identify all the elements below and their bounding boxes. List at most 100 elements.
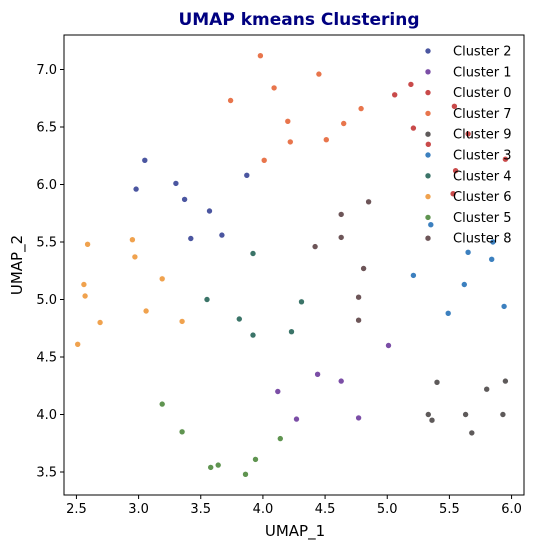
point-cluster-8-4 [355, 293, 362, 301]
point-cluster-8-1 [337, 211, 345, 218]
y-axis-label: UMAP_2 [8, 235, 27, 295]
x-axis-ticks: 2.5 3.0 3.5 4.0 4.5 5.0 5.5 6.0 [66, 495, 522, 517]
point-cluster-6-5 [129, 236, 136, 243]
data-points [74, 52, 509, 478]
point-cluster-2-1 [141, 157, 149, 164]
y-tick-label: 6.0 [36, 178, 57, 193]
plot-frame [63, 34, 525, 496]
legend-marker-cluster-7 [424, 110, 432, 117]
point-cluster-5-5 [252, 456, 259, 463]
x-tick-label: 4.5 [315, 502, 336, 517]
legend-marker-cluster-5 [424, 214, 432, 221]
point-cluster-6-1 [80, 281, 88, 288]
point-cluster-7-0 [227, 97, 234, 104]
point-cluster-1-2 [314, 370, 321, 378]
point-cluster-8-3 [355, 316, 362, 324]
point-cluster-7-2 [260, 157, 268, 164]
point-cluster-0-1 [407, 81, 415, 88]
point-cluster-7-1 [257, 52, 264, 60]
x-tick-label: 4.0 [253, 502, 274, 517]
point-cluster-0-0 [391, 91, 399, 99]
point-cluster-2-6 [218, 231, 226, 239]
point-cluster-9-5 [483, 385, 491, 393]
point-cluster-3-3 [460, 281, 468, 288]
y-tick-label: 5.0 [36, 293, 57, 308]
point-cluster-3-1 [427, 221, 435, 228]
point-cluster-4-0 [203, 296, 211, 303]
point-cluster-3-6 [489, 238, 497, 246]
x-tick-label: 5.0 [377, 502, 398, 517]
point-cluster-7-9 [357, 105, 365, 112]
legend-marker-cluster-9 [424, 130, 432, 138]
point-cluster-5-1 [178, 428, 186, 436]
chart-title: UMAP kmeans Clustering [178, 10, 419, 30]
point-cluster-0-7 [464, 130, 472, 138]
point-cluster-2-4 [187, 235, 195, 242]
point-cluster-8-5 [360, 265, 367, 272]
legend-label-cluster-2: Cluster 2 [453, 45, 512, 60]
legend-marker-cluster-3 [424, 151, 432, 159]
y-axis-ticks: 3.5 4.0 4.5 5.0 5.5 6.0 6.5 7.0 [36, 63, 64, 481]
legend-label-cluster-5: Cluster 5 [453, 211, 512, 226]
x-axis-label: UMAP_1 [265, 522, 325, 541]
point-cluster-1-0 [274, 388, 282, 395]
y-tick-label: 3.5 [36, 466, 57, 481]
point-cluster-0-5 [451, 103, 458, 110]
point-cluster-8-6 [365, 198, 372, 206]
point-cluster-6-4 [96, 319, 104, 326]
point-cluster-6-3 [84, 241, 91, 248]
point-cluster-6-7 [142, 307, 150, 315]
legend-label-cluster-3: Cluster 3 [453, 149, 512, 164]
point-cluster-5-6 [276, 435, 284, 442]
y-tick-label: 7.0 [36, 63, 57, 78]
point-cluster-7-7 [322, 136, 330, 143]
legend-label-cluster-7: Cluster 7 [453, 107, 512, 122]
point-cluster-5-3 [214, 461, 222, 469]
legend-marker-cluster-0 [424, 89, 432, 96]
legend-label-cluster-1: Cluster 1 [453, 65, 512, 80]
point-cluster-0-4 [449, 190, 457, 197]
point-cluster-7-3 [270, 84, 278, 92]
point-cluster-0-8 [502, 155, 509, 163]
point-cluster-5-4 [242, 470, 249, 478]
legend: Cluster 2 Cluster 1 Cluster 0 Cluster 7 Clus… [424, 45, 512, 247]
point-cluster-6-9 [178, 318, 186, 325]
point-cluster-2-7 [243, 172, 251, 179]
point-cluster-1-1 [293, 415, 300, 423]
point-cluster-1-5 [385, 342, 392, 349]
point-cluster-9-4 [468, 429, 476, 437]
point-cluster-0-2 [410, 124, 417, 132]
legend-marker-cluster-8 [424, 234, 432, 242]
point-cluster-7-8 [340, 120, 348, 127]
y-tick-label: 4.5 [36, 351, 57, 366]
point-cluster-8-0 [311, 243, 319, 250]
legend-marker-cluster-1 [424, 68, 432, 76]
point-cluster-9-0 [424, 411, 432, 418]
point-cluster-3-4 [464, 249, 472, 256]
point-cluster-7-5 [286, 138, 294, 146]
legend-label-cluster-6: Cluster 6 [453, 190, 512, 205]
point-cluster-5-0 [158, 400, 166, 408]
point-cluster-0-3 [424, 141, 432, 148]
point-cluster-6-0 [74, 340, 81, 348]
legend-label-cluster-8: Cluster 8 [453, 232, 512, 247]
point-cluster-1-3 [337, 377, 345, 385]
point-cluster-6-6 [131, 253, 139, 261]
point-cluster-7-4 [284, 118, 292, 125]
point-cluster-2-3 [181, 196, 188, 203]
point-cluster-6-8 [158, 275, 166, 283]
x-tick-label: 2.5 [66, 502, 87, 517]
point-cluster-8-2 [337, 234, 345, 241]
point-cluster-5-2 [207, 464, 214, 471]
point-cluster-4-2 [249, 331, 257, 339]
point-cluster-9-2 [433, 378, 441, 386]
x-tick-label: 6.0 [501, 502, 522, 517]
point-cluster-3-7 [500, 303, 508, 310]
point-cluster-3-2 [444, 309, 452, 317]
point-cluster-6-2 [81, 292, 89, 300]
legend-marker-cluster-2 [424, 47, 432, 55]
point-cluster-2-0 [132, 185, 140, 193]
point-cluster-2-5 [206, 207, 213, 215]
x-tick-label: 3.0 [128, 502, 149, 517]
